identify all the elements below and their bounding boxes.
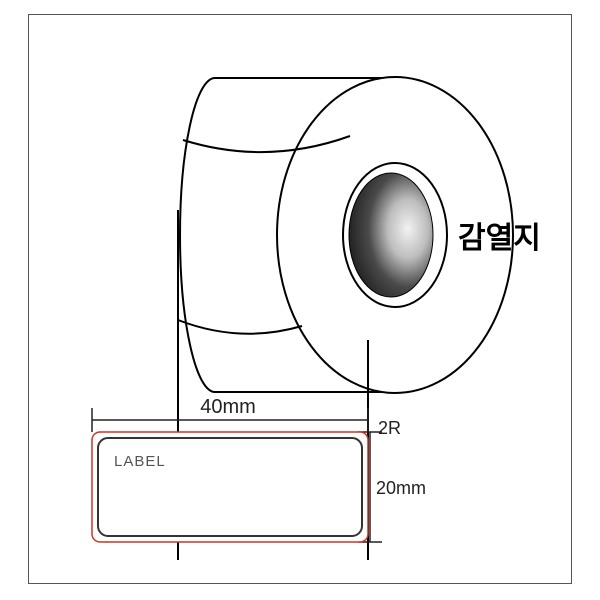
outer-frame xyxy=(28,14,572,584)
page: 감열지 40mm 2R 20mm LABEL xyxy=(0,0,600,600)
